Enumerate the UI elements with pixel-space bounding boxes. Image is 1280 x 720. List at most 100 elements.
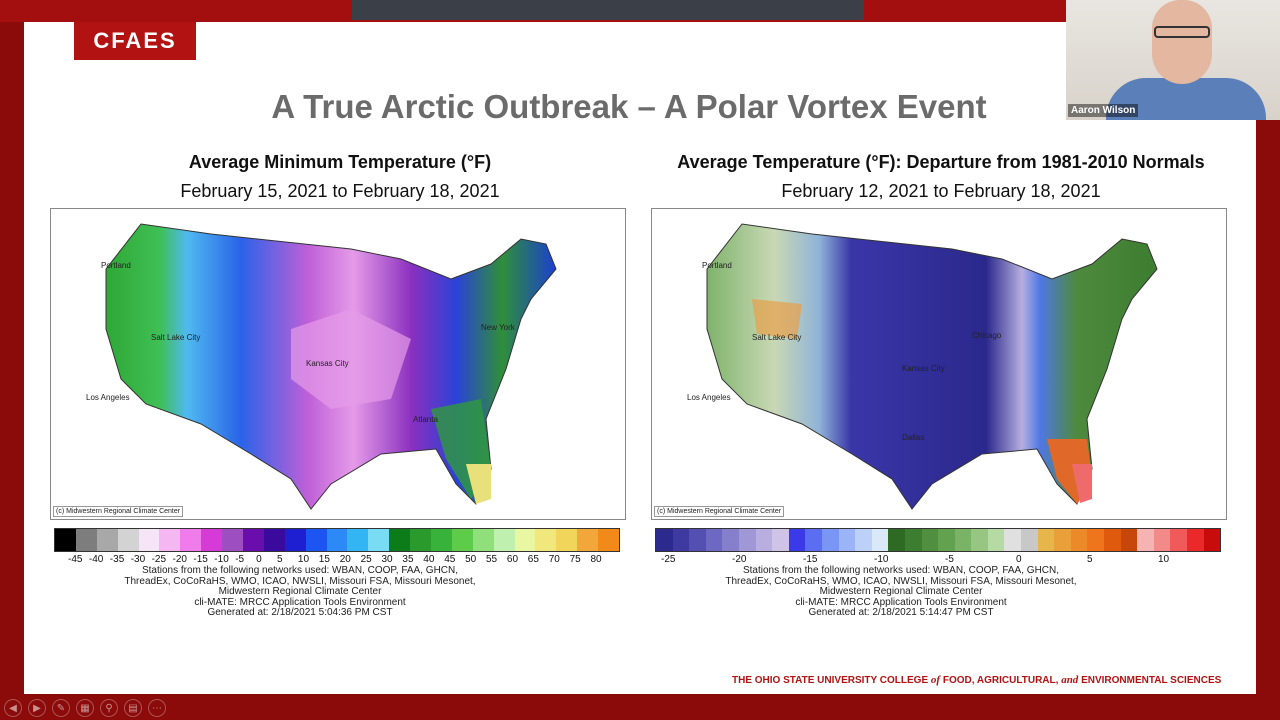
participant-head <box>1152 0 1212 84</box>
legend-tick-label: 75 <box>569 554 581 565</box>
legend-swatch <box>1120 529 1138 551</box>
legend-tick-label: -5 <box>235 554 245 565</box>
footnote-line: Generated at: 2/18/2021 5:14:47 PM CST <box>808 607 994 618</box>
legend-swatch <box>1137 529 1154 551</box>
legend-swatch <box>535 529 557 551</box>
legend-swatch <box>1021 529 1038 551</box>
legend-swatch <box>222 529 244 551</box>
legend-tick-label: 65 <box>527 554 539 565</box>
left-map-subtitle: February 15, 2021 to February 18, 2021 <box>180 181 500 201</box>
legend-swatch <box>921 529 939 551</box>
legend-tick-label: 70 <box>548 554 560 565</box>
webcam-feed: Aaron Wilson <box>1066 0 1280 120</box>
footer-part2: FOOD, AGRICULTURAL, <box>940 675 1062 686</box>
legend-swatch <box>159 529 181 551</box>
footer-text: THE OHIO STATE UNIVERSITY COLLEGE of FOO… <box>732 674 1221 686</box>
legend-swatch <box>1104 529 1121 551</box>
footnote-line: ThreadEx, CoCoRaHS, WMO, ICAO, NWSLI, Mi… <box>124 575 476 587</box>
legend-swatch <box>347 529 369 551</box>
legend-tick-label: -35 <box>109 554 125 565</box>
legend-tick-label: -15 <box>193 554 208 565</box>
legend-tick-label: -25 <box>661 554 676 565</box>
legend-swatch <box>598 529 620 551</box>
city-label: Chicago <box>972 331 1002 340</box>
footer-of: of <box>930 674 941 686</box>
legend-swatch <box>389 529 411 551</box>
legend-tick-label: -20 <box>732 554 747 565</box>
legend-swatch <box>410 529 432 551</box>
legend-tick-label: -40 <box>88 554 104 565</box>
footer-part3: ENVIRONMENTAL SCIENCES <box>1078 675 1222 686</box>
legend-tick-label: 80 <box>590 554 602 565</box>
footnote-line: Stations from the following networks use… <box>141 565 459 576</box>
logo-text: CFAES <box>93 28 177 53</box>
legend-swatch <box>75 529 97 551</box>
legend-tick-label: 45 <box>444 554 456 565</box>
legend-tick-label: -10 <box>874 554 889 565</box>
previous-slide-icon[interactable]: ◀ <box>4 699 22 717</box>
legend-tick-label: 5 <box>277 554 283 565</box>
right-map-subtitle: February 12, 2021 to February 18, 2021 <box>781 181 1101 201</box>
legend-swatch <box>1004 529 1022 551</box>
legend-swatch <box>55 529 76 551</box>
legend-tick-label: 15 <box>318 554 330 565</box>
more-options-icon[interactable]: ⋯ <box>148 699 166 717</box>
city-label: Salt Lake City <box>151 333 201 342</box>
slide: CFAES A True Arctic Outbreak – A Polar V… <box>24 22 1256 694</box>
left-color-legend <box>54 528 620 552</box>
legend-tick-label: -15 <box>803 554 818 565</box>
legend-tick-label: 60 <box>506 554 519 565</box>
legend-swatch <box>689 529 706 551</box>
legend-swatch <box>138 529 160 551</box>
legend-swatch <box>705 529 723 551</box>
right-map: Portland Salt Lake City Los Angeles Kans… <box>651 208 1227 520</box>
legend-tick-label: 10 <box>297 554 310 565</box>
glasses-icon <box>1154 26 1210 38</box>
legend-swatch <box>284 529 306 551</box>
legend-tick-label: -10 <box>214 554 229 565</box>
left-map-graphic <box>105 223 557 510</box>
legend-swatch <box>1054 529 1071 551</box>
legend-tick-label: 35 <box>402 554 414 565</box>
legend-swatch <box>1187 529 1204 551</box>
presentation-controls: ◀ ▶ ✎ ▦ ⚲ ▤ ⋯ <box>4 699 166 717</box>
city-label: Salt Lake City <box>752 333 802 342</box>
city-label: Atlanta <box>413 415 438 424</box>
legend-tick-label: 55 <box>486 554 498 565</box>
city-label: Dallas <box>902 433 925 442</box>
zoom-icon[interactable]: ⚲ <box>100 699 118 717</box>
legend-swatch <box>1087 529 1105 551</box>
legend-swatch <box>838 529 856 551</box>
legend-swatch <box>1037 529 1055 551</box>
legend-swatch <box>722 529 739 551</box>
footnote-line: cli-MATE: MRCC Application Tools Environ… <box>795 596 1007 608</box>
left-map-panel: Average Minimum Temperature (°F) Februar… <box>50 152 630 619</box>
legend-swatch <box>904 529 922 551</box>
legend-swatch <box>1170 529 1187 551</box>
legend-swatch <box>772 529 789 551</box>
right-map-title: Average Temperature (°F): Departure from… <box>677 152 1205 172</box>
legend-tick-label: 50 <box>465 554 477 565</box>
legend-swatch <box>431 529 452 551</box>
footnote-line: Midwestern Regional Climate Center <box>819 586 983 597</box>
legend-tick-label: -25 <box>151 554 167 565</box>
footnote-line: Generated at: 2/18/2021 5:04:36 PM CST <box>207 607 393 618</box>
legend-swatch <box>305 529 327 551</box>
legend-swatch <box>556 529 578 551</box>
legend-swatch <box>938 529 955 551</box>
left-footnote: Stations from the following networks use… <box>50 565 550 619</box>
legend-swatch <box>243 529 264 551</box>
legend-swatch <box>577 529 599 551</box>
slides-grid-icon[interactable]: ▦ <box>76 699 94 717</box>
participant-shirt <box>1106 78 1266 120</box>
city-label: Los Angeles <box>86 393 130 402</box>
subtitles-icon[interactable]: ▤ <box>124 699 142 717</box>
right-footnote: Stations from the following networks use… <box>651 565 1151 619</box>
footnote-line: Stations from the following networks use… <box>742 565 1060 576</box>
legend-swatch <box>971 529 988 551</box>
pen-icon[interactable]: ✎ <box>52 699 70 717</box>
cfaes-logo: CFAES <box>74 22 196 60</box>
participant-name: Aaron Wilson <box>1068 104 1139 117</box>
right-map-panel: Average Temperature (°F): Departure from… <box>651 152 1231 619</box>
next-slide-icon[interactable]: ▶ <box>28 699 46 717</box>
